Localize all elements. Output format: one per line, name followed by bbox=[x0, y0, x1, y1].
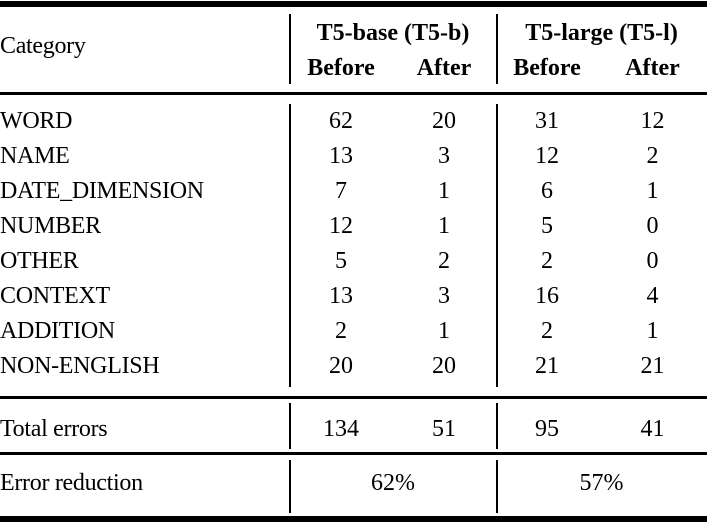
value-cell: 2 bbox=[335, 317, 347, 344]
value-cell: 0 bbox=[646, 212, 659, 239]
value-cell: 5 bbox=[541, 212, 554, 239]
column-group-t5-base: T5-base (T5-b) bbox=[316, 20, 470, 47]
error-reduction-label: Error reduction bbox=[0, 469, 143, 496]
vertical-divider-total-left bbox=[289, 403, 291, 449]
vertical-divider-total-right bbox=[496, 403, 498, 449]
error-reduction-top-rule bbox=[0, 452, 707, 455]
value-cell: 21 bbox=[535, 352, 560, 379]
error-reduction-t5b-value: 62% bbox=[371, 469, 415, 496]
total-value-cell: 51 bbox=[432, 416, 456, 443]
value-cell: 1 bbox=[438, 317, 450, 344]
header-bottom-rule bbox=[0, 92, 707, 95]
value-cell: 6 bbox=[541, 177, 554, 204]
total-value-cell: 95 bbox=[535, 416, 560, 443]
total-value-cell: 41 bbox=[640, 416, 665, 443]
value-cell: 2 bbox=[646, 142, 659, 169]
value-cell: 62 bbox=[329, 107, 353, 134]
value-cell: 2 bbox=[438, 247, 450, 274]
value-cell: 7 bbox=[335, 177, 347, 204]
vertical-divider-body-right bbox=[496, 104, 498, 387]
category-cell: DATE_DIMENSION bbox=[0, 177, 204, 204]
value-cell: 0 bbox=[646, 247, 659, 274]
spacer-row bbox=[0, 384, 707, 396]
vertical-divider-body-left bbox=[289, 104, 291, 387]
category-cell: ADDITION bbox=[0, 317, 115, 344]
table-row-non-english: NON-ENGLISH 20 20 21 21 bbox=[0, 349, 707, 384]
error-reduction-t5l-value: 57% bbox=[579, 469, 624, 496]
category-cell: NON-ENGLISH bbox=[0, 352, 160, 379]
total-errors-label: Total errors bbox=[0, 416, 108, 443]
table-row-context: CONTEXT 13 3 16 4 bbox=[0, 279, 707, 314]
value-cell: 12 bbox=[640, 107, 665, 134]
column-header-category: Category bbox=[0, 32, 86, 59]
value-cell: 12 bbox=[535, 142, 560, 169]
table-row-word: WORD 62 20 31 12 bbox=[0, 104, 707, 139]
category-cell: CONTEXT bbox=[0, 282, 110, 309]
value-cell: 21 bbox=[640, 352, 665, 379]
bottom-border-rule bbox=[0, 516, 707, 522]
column-header-t5b-after: After bbox=[416, 55, 472, 81]
vertical-divider-reduction-left bbox=[289, 460, 291, 513]
table-row-date-dimension: DATE_DIMENSION 7 1 6 1 bbox=[0, 174, 707, 209]
header-group-row: Category T5-base (T5-b) T5-large (T5-l) bbox=[0, 0, 707, 58]
value-cell: 20 bbox=[432, 107, 456, 134]
category-cell: NUMBER bbox=[0, 212, 101, 239]
value-cell: 16 bbox=[535, 282, 560, 309]
column-group-t5-large: T5-large (T5-l) bbox=[525, 20, 678, 47]
value-cell: 3 bbox=[438, 282, 450, 309]
value-cell: 20 bbox=[432, 352, 456, 379]
vertical-divider-header-left bbox=[289, 14, 291, 84]
header-sub-row: Before After Before After bbox=[0, 52, 707, 93]
value-cell: 1 bbox=[438, 177, 450, 204]
total-errors-row: Total errors 134 51 95 41 bbox=[0, 396, 707, 452]
top-border-rule bbox=[0, 1, 707, 7]
column-header-t5l-before: Before bbox=[513, 55, 581, 81]
value-cell: 2 bbox=[541, 247, 554, 274]
total-errors-top-rule bbox=[0, 396, 707, 399]
table-row-other: OTHER 5 2 2 0 bbox=[0, 244, 707, 279]
value-cell: 5 bbox=[335, 247, 347, 274]
value-cell: 13 bbox=[329, 282, 353, 309]
value-cell: 20 bbox=[329, 352, 353, 379]
vertical-divider-header-right bbox=[496, 14, 498, 84]
value-cell: 4 bbox=[646, 282, 659, 309]
table-row-addition: ADDITION 2 1 2 1 bbox=[0, 314, 707, 349]
value-cell: 13 bbox=[329, 142, 353, 169]
error-reduction-row: Error reduction 62% 57% bbox=[0, 452, 707, 515]
table-row-number: NUMBER 12 1 5 0 bbox=[0, 209, 707, 244]
value-cell: 12 bbox=[329, 212, 353, 239]
value-cell: 2 bbox=[541, 317, 554, 344]
value-cell: 1 bbox=[646, 177, 659, 204]
value-cell: 1 bbox=[646, 317, 659, 344]
value-cell: 3 bbox=[438, 142, 450, 169]
total-value-cell: 134 bbox=[323, 416, 359, 443]
category-cell: NAME bbox=[0, 142, 70, 169]
vertical-divider-reduction-right bbox=[496, 460, 498, 513]
category-cell: WORD bbox=[0, 107, 73, 134]
value-cell: 1 bbox=[438, 212, 450, 239]
value-cell: 31 bbox=[535, 107, 560, 134]
column-header-t5b-before: Before bbox=[307, 55, 375, 81]
category-cell: OTHER bbox=[0, 247, 79, 274]
table-row-name: NAME 13 3 12 2 bbox=[0, 139, 707, 174]
column-header-t5l-after: After bbox=[625, 55, 680, 81]
